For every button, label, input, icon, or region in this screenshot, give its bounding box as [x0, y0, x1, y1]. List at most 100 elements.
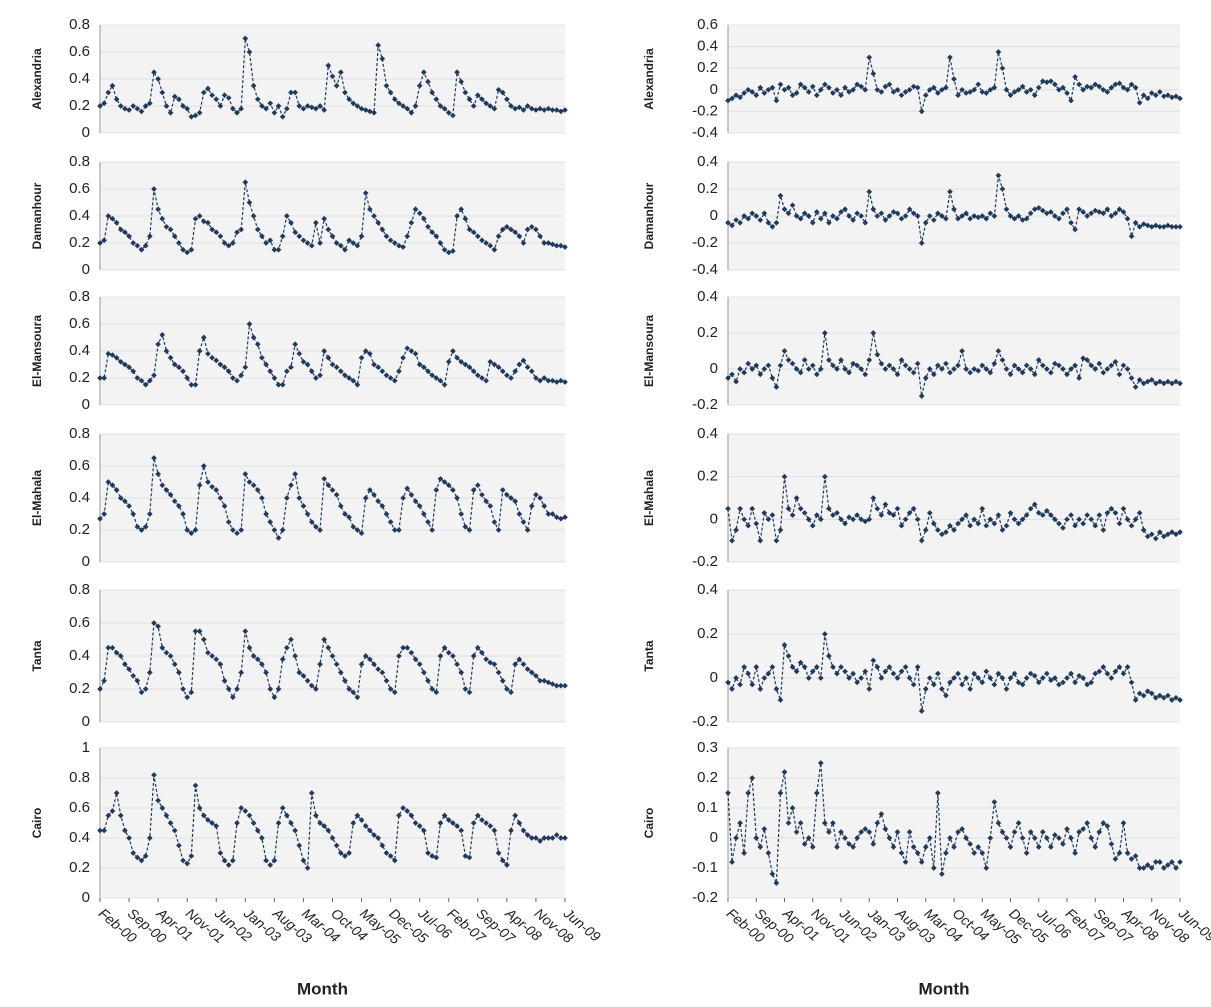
y-tick-label: 0.8 [69, 16, 90, 33]
data-point [126, 503, 132, 509]
data-point [1023, 850, 1030, 856]
data-point [412, 206, 419, 213]
data-point [445, 109, 452, 116]
data-point [412, 498, 419, 505]
data-point [1023, 512, 1030, 518]
data-point [466, 226, 473, 233]
data-point [987, 86, 994, 93]
data-point [250, 482, 257, 489]
data-point [499, 89, 506, 96]
data-point [826, 219, 832, 226]
data-point [963, 675, 969, 681]
data-point [404, 808, 411, 814]
data-point [508, 689, 514, 696]
data-point [205, 85, 211, 92]
data-point [753, 92, 760, 99]
data-point [192, 381, 199, 388]
data-point [466, 527, 473, 533]
data-point [967, 841, 973, 847]
data-point [130, 511, 137, 517]
data-point [254, 226, 261, 233]
data-point [1076, 81, 1082, 88]
data-point [1015, 679, 1022, 686]
data-point [142, 242, 149, 249]
data-point [733, 92, 739, 99]
data-point [797, 81, 804, 88]
data-point [313, 812, 319, 819]
data-point [1056, 681, 1062, 688]
data-point [1108, 505, 1115, 512]
data-point [188, 530, 195, 537]
y-axis-label: El-Mansoura [30, 315, 44, 387]
data-point [474, 812, 481, 819]
y-axis-label: El-Mahala [642, 470, 656, 526]
data-point [842, 366, 848, 372]
data-point [1003, 835, 1010, 841]
data-point [741, 850, 747, 856]
data-point [813, 209, 820, 215]
data-point [737, 820, 743, 826]
data-point [184, 694, 191, 701]
data-point [404, 345, 411, 352]
data-point [545, 835, 552, 841]
data-point [834, 670, 840, 677]
data-point [450, 653, 456, 659]
data-point [1007, 510, 1014, 516]
data-point [749, 681, 756, 688]
data-point [151, 69, 157, 76]
data-point [781, 348, 788, 354]
data-point [801, 357, 808, 363]
data-point [1072, 362, 1078, 369]
data-point [221, 677, 228, 684]
data-point [549, 681, 556, 687]
y-tick-label: 0.6 [69, 180, 90, 197]
data-point [275, 103, 282, 109]
data-point [959, 86, 965, 93]
data-point [1031, 371, 1038, 378]
data-point [146, 233, 153, 240]
data-point [146, 100, 153, 107]
data-point [789, 360, 796, 367]
data-point [1072, 679, 1078, 686]
data-point [445, 482, 452, 489]
y-axis-label: Alexandria [642, 48, 656, 110]
y-tick-label: 0.4 [697, 288, 718, 305]
data-point [346, 850, 352, 856]
data-point [1027, 505, 1034, 512]
data-point [337, 69, 344, 76]
data-point [959, 681, 965, 688]
data-point [822, 473, 828, 480]
data-point [163, 649, 170, 656]
y-tick-label: 0.2 [697, 625, 718, 642]
data-point [785, 820, 792, 826]
data-point [1060, 679, 1066, 686]
y-tick-label: 0.2 [697, 59, 718, 76]
data-point [1084, 820, 1091, 826]
data-point [458, 206, 465, 213]
data-point [454, 495, 460, 501]
data-point [437, 103, 444, 109]
data-point [391, 527, 398, 533]
data-point [155, 76, 161, 82]
data-point [789, 92, 796, 99]
data-point [508, 495, 514, 501]
data-point [773, 880, 780, 886]
data-point [470, 103, 477, 109]
data-point [874, 213, 881, 219]
data-point [761, 675, 768, 681]
data-point [1156, 89, 1163, 95]
data-point [817, 86, 824, 93]
data-point [325, 644, 332, 651]
data-point [308, 790, 315, 796]
data-point [242, 179, 249, 186]
data-point [159, 805, 166, 811]
data-point [1136, 223, 1143, 230]
data-point [163, 223, 170, 230]
data-point [387, 519, 394, 525]
data-point [1039, 512, 1046, 518]
data-point [1019, 681, 1026, 688]
data-point [321, 823, 328, 829]
data-point [1169, 859, 1175, 865]
data-point [729, 686, 735, 692]
data-point [151, 372, 157, 379]
